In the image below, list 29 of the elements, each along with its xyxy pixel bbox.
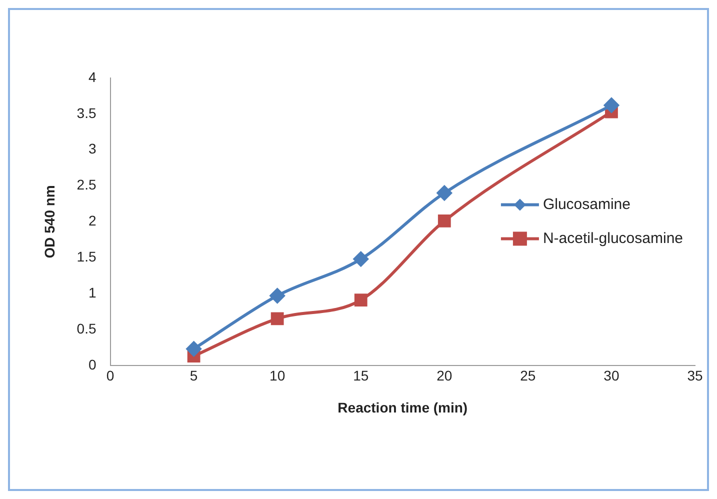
legend-label: Glucosamine [542,196,630,213]
point [353,252,368,267]
y-tick-label: 2.5 [76,176,96,193]
y-axis-title: OD 540 nm [41,185,58,258]
point [436,185,452,200]
point [604,98,619,113]
point [438,214,451,228]
y-tick-label: 2 [88,212,96,229]
x-tick-label: 5 [190,368,198,384]
point [186,341,202,356]
y-tick-label: 0 [88,356,96,372]
x-tick-label: 10 [270,368,286,384]
point [270,288,285,304]
x-tick-label: 25 [520,368,536,384]
legend-label: N-acetil-glucosamine [542,230,684,247]
y-tick-label: 1.5 [76,248,96,264]
x-tick-label: 0 [106,368,114,384]
x-tick-label: 15 [353,368,369,384]
x-tick-label: 20 [436,368,452,384]
x-tick-label: 35 [687,368,703,384]
y-tick-label: 3 [88,140,96,157]
point [270,312,284,326]
y-tick-label: 3.5 [76,104,96,121]
point [354,294,368,306]
y-tick-label: 1 [88,284,96,300]
y-tick-label: 0.5 [76,320,96,336]
y-tick-label: 4 [88,68,96,85]
x-tick-label: 30 [604,368,620,384]
x-axis-title: Reaction time (min) [338,399,468,416]
